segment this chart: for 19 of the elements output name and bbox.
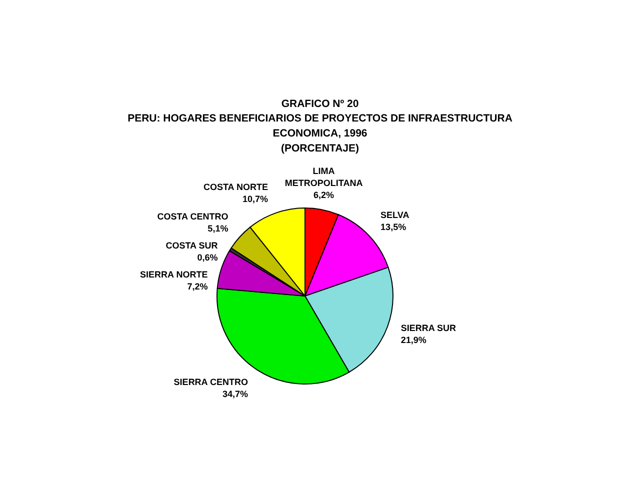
slice-label: SIERRA SUR — [400, 323, 457, 334]
data-label: 5,1% — [208, 224, 228, 234]
slice-label: SIERRA CENTRO — [174, 377, 248, 387]
slice-label: COSTA NORTE — [203, 182, 268, 192]
data-label: 21,9% — [400, 335, 426, 346]
chart-subtitle: PERU: HOGARES BENEFICIARIOS DE PROYECTOS DE INFRAESTRUCTURA ECONOMICA, 1996 — [128, 112, 513, 140]
slice-label: LIMA METROPOLITANA — [284, 166, 364, 188]
data-label: 10,7% — [242, 194, 268, 204]
data-label: 0,6% — [197, 252, 218, 263]
slice-label: COSTA SUR — [166, 240, 218, 251]
text: (PORCENTAJE) — [281, 142, 359, 154]
data-label: 34,7% — [222, 389, 248, 399]
data-label: 13,5% — [380, 222, 406, 232]
data-label: 7,2% — [187, 282, 208, 292]
slice-label: COSTA CENTRO — [157, 212, 228, 222]
slice-label: SIERRA NORTE — [140, 270, 208, 280]
chart-title: GRAFICO Nº 20 — [281, 98, 359, 110]
slice-label: SELVA — [380, 210, 410, 220]
data-label: 6,2% — [314, 190, 334, 200]
